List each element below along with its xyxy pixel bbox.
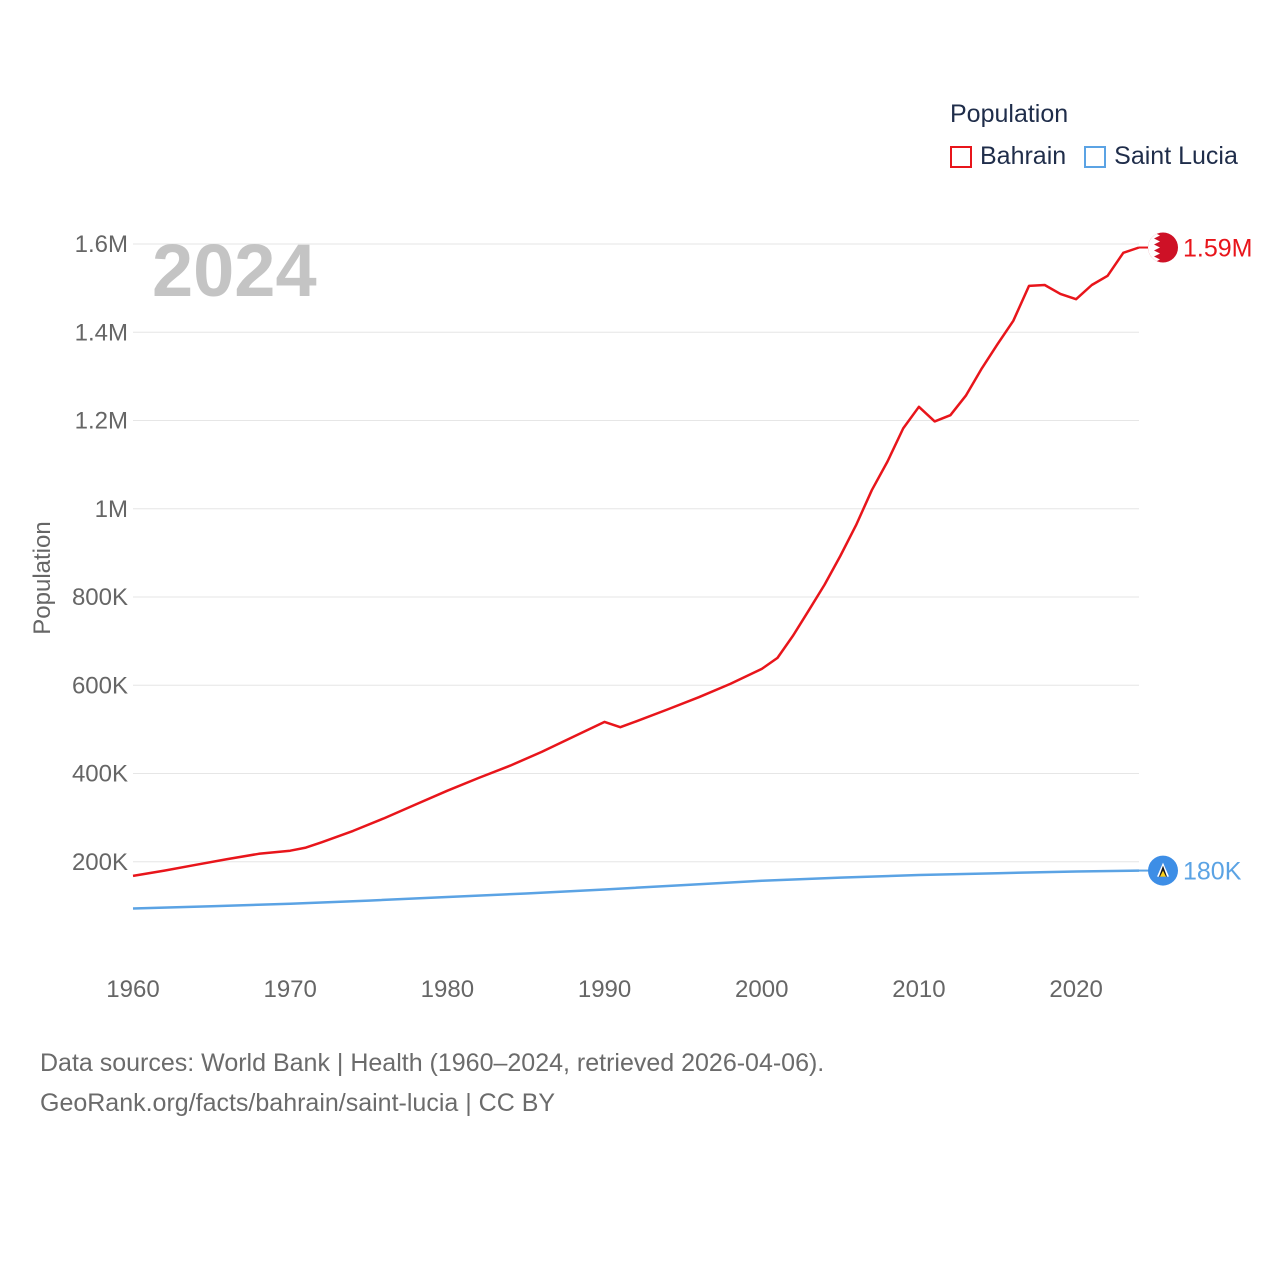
flag-bahrain-icon	[1148, 232, 1178, 263]
y-tick-label: 400K	[72, 761, 128, 788]
y-tick-label: 200K	[72, 849, 128, 876]
legend-item-saint-lucia[interactable]: Saint Lucia	[1084, 142, 1238, 171]
y-axis-ticks: 200K 400K 600K 800K 1M 1.2M 1.4M 1.6M	[72, 231, 128, 876]
x-tick-label: 2020	[1049, 976, 1102, 1003]
series-line-saint-lucia[interactable]	[132, 869, 1140, 910]
series-lines	[132, 246, 1140, 910]
end-label-saint-lucia: 180K	[1183, 858, 1242, 886]
legend-item-bahrain[interactable]: Bahrain	[950, 142, 1066, 171]
y-tick-label: 800K	[72, 584, 128, 611]
y-tick-label: 600K	[72, 672, 128, 699]
x-tick-label: 1980	[421, 976, 474, 1003]
y-tick-label: 1.2M	[75, 408, 128, 435]
y-tick-label: 1.4M	[75, 319, 128, 346]
y-tick-label: 1.6M	[75, 231, 128, 258]
y-tick-label: 1M	[95, 496, 128, 523]
x-tick-label: 2000	[735, 976, 788, 1003]
footer: Data sources: World Bank | Health (1960–…	[40, 1043, 824, 1123]
x-axis-ticks: 1960 1970 1980 1990 2000 2010 2020	[106, 976, 1103, 1003]
grid-lines	[133, 243, 1139, 863]
x-tick-label: 2010	[892, 976, 945, 1003]
legend: Bahrain Saint Lucia	[950, 142, 1256, 171]
legend-swatch-saint-lucia	[1084, 145, 1107, 168]
footer-sources: Data sources: World Bank | Health (1960–…	[40, 1049, 825, 1077]
legend-title: Population	[950, 100, 1069, 128]
x-tick-label: 1970	[263, 976, 316, 1003]
legend-label-bahrain: Bahrain	[980, 142, 1067, 170]
end-label-bahrain: 1.59M	[1183, 235, 1252, 263]
footer-attribution[interactable]: GeoRank.org/facts/bahrain/saint-lucia | …	[40, 1089, 556, 1117]
y-axis-title: Population	[29, 521, 56, 634]
x-tick-label: 1960	[106, 976, 159, 1003]
legend-swatch-bahrain	[950, 145, 972, 168]
flag-saint-lucia-icon	[1148, 855, 1178, 886]
x-tick-label: 1990	[578, 976, 631, 1003]
year-label: 2024	[152, 229, 317, 312]
end-markers: 1.59M 180K	[1139, 232, 1252, 886]
legend-label-saint-lucia: Saint Lucia	[1114, 142, 1238, 170]
series-line-bahrain[interactable]	[132, 246, 1140, 878]
